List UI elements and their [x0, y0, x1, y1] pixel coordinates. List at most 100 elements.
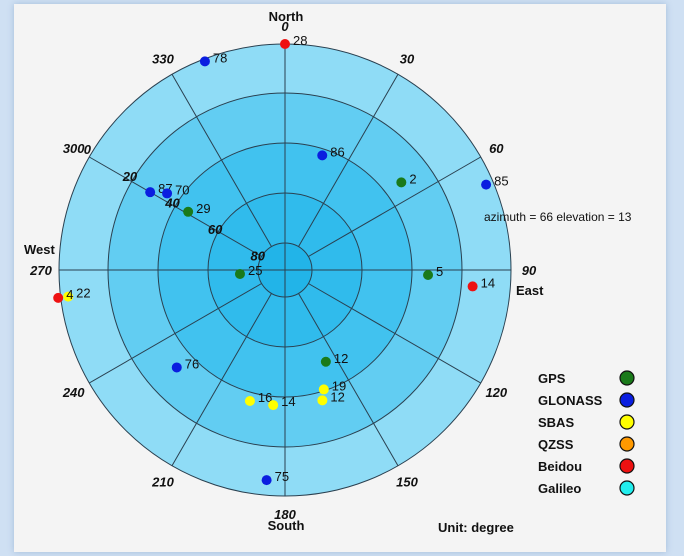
elevation-ring-labels: 0 20 40 60 80: [84, 142, 266, 263]
satellite-marker[interactable]: [145, 187, 156, 198]
satellite-marker[interactable]: [63, 291, 74, 302]
legend: GPS GLONASS SBAS QZSS Beidou Galileo: [538, 370, 635, 496]
satellite-marker[interactable]: [268, 400, 279, 411]
satellite-marker[interactable]: [199, 56, 210, 67]
satellite-marker[interactable]: [183, 206, 194, 217]
azimuth-tick-label: 210: [151, 474, 174, 489]
azimuth-spoke: [298, 293, 399, 466]
satellite-point[interactable]: 86: [317, 144, 345, 161]
satellite-prn-label: 78: [213, 50, 227, 65]
legend-label: GLONASS: [538, 393, 603, 408]
satellite-prn-label: 16: [258, 390, 272, 405]
satellite-point[interactable]: 12: [320, 351, 348, 367]
satellite-prn-label: 5: [436, 264, 443, 279]
satellite-marker[interactable]: [244, 395, 255, 406]
legend-label: GPS: [538, 371, 566, 386]
satellite-prn-label: 85: [494, 174, 508, 189]
legend-label: Beidou: [538, 459, 582, 474]
satellite-point[interactable]: 5: [423, 264, 443, 280]
elevation-ring-label: 40: [164, 195, 180, 210]
satellite-point[interactable]: 14: [467, 275, 495, 292]
azimuth-tick-label: 60: [489, 141, 504, 156]
legend-swatch: [619, 392, 635, 408]
direction-south: South: [268, 518, 305, 533]
unit-label: Unit: degree: [438, 520, 514, 535]
azimuth-tick-label: 180: [274, 507, 296, 522]
azimuth-tick-label: 240: [62, 385, 85, 400]
satellite-prn-label: 75: [275, 469, 289, 484]
satellite-prn-label: 76: [185, 356, 199, 371]
satellite-prn-label: 12: [330, 389, 344, 404]
legend-item: Beidou: [538, 458, 635, 474]
azimuth-tick-label: 90: [522, 263, 537, 278]
azimuth-spoke: [89, 283, 262, 384]
satellite-marker[interactable]: [396, 177, 407, 188]
satellite-prn-label: 29: [196, 201, 210, 216]
satellite-point[interactable]: 12: [317, 389, 345, 406]
satellite-marker[interactable]: [280, 39, 290, 49]
satellite-prn-label: 4: [66, 287, 73, 302]
legend-item: Galileo: [538, 480, 635, 496]
azimuth-spoke: [298, 74, 399, 247]
satellite-prn-label: 12: [334, 351, 348, 366]
satellite-point[interactable]: 29: [183, 201, 211, 217]
satellite-point[interactable]: 25: [234, 263, 262, 279]
satellite-point[interactable]: 14: [268, 394, 296, 411]
satellite-point[interactable]: 75: [261, 469, 289, 486]
satellite-point[interactable]: 78: [199, 50, 227, 67]
satellite-marker[interactable]: [481, 179, 492, 190]
elevation-ring-label: 20: [122, 169, 138, 184]
azimuth-tick-label: 270: [29, 263, 52, 278]
satellite-marker[interactable]: [318, 384, 329, 395]
azimuth-spoke: [308, 156, 481, 257]
satellite-prn-label: 22: [76, 286, 90, 301]
azimuth-tick-label: 30: [400, 52, 415, 67]
satellite-marker[interactable]: [162, 188, 173, 199]
satellite-point[interactable]: 2: [396, 171, 417, 188]
satellite-prn-label: 70: [175, 182, 189, 197]
satellite-marker[interactable]: [234, 268, 245, 279]
direction-north: North: [269, 9, 304, 24]
cursor-readout: azimuth = 66 elevation = 13: [484, 210, 632, 224]
azimuth-tick-label: 300: [63, 141, 85, 156]
azimuth-tick-label: 330: [152, 52, 174, 67]
azimuth-spoke: [171, 293, 272, 466]
legend-swatch: [619, 458, 635, 474]
satellite-prn-label: 25: [248, 263, 262, 278]
legend-item: GLONASS: [538, 392, 635, 408]
legend-label: SBAS: [538, 415, 574, 430]
satellite-point[interactable]: 85: [481, 174, 509, 190]
satellite-marker[interactable]: [467, 281, 478, 292]
legend-swatch: [619, 370, 635, 386]
satellite-marker[interactable]: [53, 292, 64, 303]
satellite-point[interactable]: 22: [63, 286, 91, 302]
satellite-point[interactable]: 19: [318, 378, 346, 395]
satellite-marker[interactable]: [171, 362, 182, 373]
azimuth-tick-label: 120: [485, 385, 507, 400]
satellite-prn-label: 14: [481, 275, 495, 290]
skyplot-panel: 0 30 60 90 120 150 180 210 240 270 300 330 0 20 40 60 8…: [14, 4, 666, 552]
satellite-marker[interactable]: [317, 395, 328, 406]
satellite-marker[interactable]: [261, 475, 272, 486]
satellite-marker[interactable]: [317, 150, 328, 161]
satellite-point[interactable]: 4: [53, 287, 73, 303]
satellite-point[interactable]: 76: [171, 356, 199, 373]
azimuth-spoke: [89, 156, 262, 257]
azimuth-tick-label: 0: [281, 19, 289, 34]
satellite-marker[interactable]: [320, 356, 331, 367]
satellite-marker[interactable]: [423, 269, 434, 280]
satellite-prn-label: 86: [330, 144, 344, 159]
satellite-point[interactable]: 28: [280, 33, 307, 49]
legend-item: GPS: [538, 370, 635, 386]
legend-swatch: [619, 414, 635, 430]
legend-item: SBAS: [538, 414, 635, 430]
satellite-point[interactable]: 16: [244, 390, 272, 406]
elevation-ring-label: 60: [208, 222, 223, 237]
satellite-point[interactable]: 70: [162, 182, 190, 199]
azimuth-spoke: [308, 283, 481, 384]
satellite-prn-label: 19: [332, 378, 346, 393]
elevation-ring-label: 80: [250, 249, 265, 264]
